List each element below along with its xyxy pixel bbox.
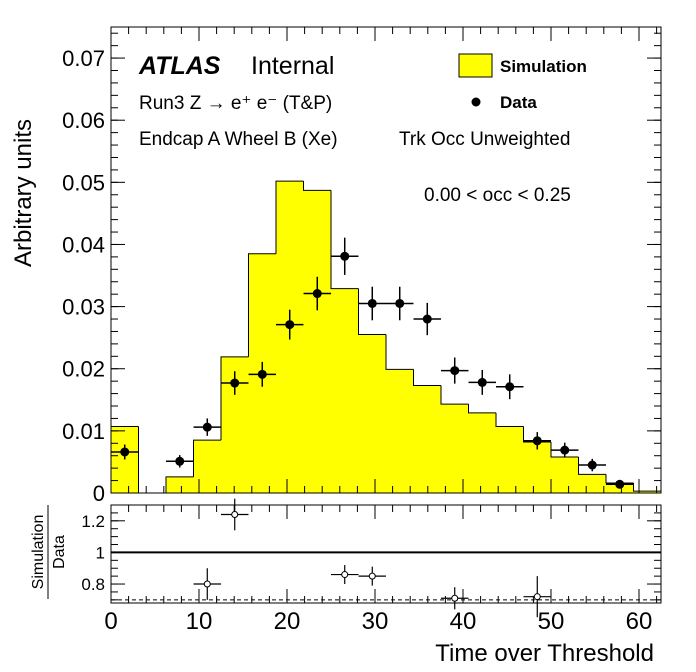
main-y-ticks: 0 0.01 0.02 0.03 0.04 0.05 0.06 0.07 <box>62 32 661 506</box>
x-tick-label: 40 <box>450 608 477 635</box>
weighting-label: Trk Occ Unweighted <box>399 129 570 150</box>
ratio-y-tick-label: 1.2 <box>81 512 105 531</box>
x-tick-label: 20 <box>274 608 301 635</box>
data-point-marker <box>587 460 597 470</box>
data-point <box>303 276 332 311</box>
data-point <box>220 371 249 395</box>
x-tick-label: 30 <box>362 608 389 635</box>
data-point <box>110 444 139 460</box>
ratio-y-tick-label: 1 <box>96 543 105 562</box>
ratio-point-marker <box>451 594 459 602</box>
ratio-point <box>220 498 249 531</box>
data-point-marker <box>615 479 625 489</box>
data-point-marker <box>120 447 130 457</box>
ratio-point <box>330 565 359 585</box>
data-point-marker <box>560 445 570 455</box>
data-point <box>330 237 359 275</box>
data-point-marker <box>175 456 185 466</box>
ratio-plot-frame <box>110 504 662 604</box>
data-point-marker <box>312 289 322 299</box>
ratio-point-marker <box>341 571 349 579</box>
data-point <box>495 374 524 400</box>
process-label: Run3 Z → e⁺ e⁻ (T&P) <box>139 93 332 114</box>
x-axis-label: Time over Threshold <box>435 640 654 667</box>
y-tick-label: 0 <box>93 481 105 506</box>
data-point <box>358 286 387 321</box>
data-point-marker <box>422 314 432 324</box>
data-point <box>523 432 552 450</box>
ratio-label-denominator: Data <box>51 535 68 569</box>
data-point-marker <box>230 378 240 388</box>
occupancy-range-label: 0.00 < occ < 0.25 <box>424 185 571 206</box>
ratio-plot <box>111 498 661 618</box>
data-point <box>440 357 469 384</box>
main-x-ticks <box>110 27 658 493</box>
data-point <box>550 442 579 458</box>
data-point <box>193 418 222 436</box>
data-point-marker <box>285 320 295 330</box>
data-point-marker <box>532 436 542 446</box>
ratio-x-ticks: 0 10 20 30 40 50 60 <box>104 505 658 635</box>
data-point <box>248 361 277 387</box>
data-point <box>605 479 634 489</box>
data-point-marker <box>340 251 350 261</box>
data-point-marker <box>505 382 515 392</box>
y-tick-label: 0.02 <box>62 357 105 382</box>
data-point <box>413 302 442 336</box>
data-point-marker <box>450 366 460 376</box>
y-axis-label: Arbitrary units <box>10 119 37 267</box>
ratio-y-axis-label: Simulation Data <box>30 505 68 599</box>
ratio-point-marker <box>203 580 211 588</box>
data-point-marker <box>367 298 377 308</box>
data-point <box>578 458 607 472</box>
ratio-y-tick-label: 0.8 <box>81 575 105 594</box>
x-tick-label: 50 <box>538 608 565 635</box>
legend: Simulation Data <box>458 53 587 112</box>
ratio-point <box>523 576 552 618</box>
data-point-marker <box>257 369 267 379</box>
main-plot <box>110 180 662 494</box>
y-tick-label: 0.01 <box>62 419 105 444</box>
legend-simulation-swatch <box>458 53 493 78</box>
y-tick-label: 0.04 <box>62 232 105 257</box>
atlas-label: ATLAS <box>138 52 221 80</box>
data-point-marker <box>477 377 487 387</box>
x-tick-label: 0 <box>104 608 117 635</box>
region-label: Endcap A Wheel B (Xe) <box>139 129 338 150</box>
y-tick-label: 0.03 <box>62 295 105 320</box>
data-point <box>385 286 414 321</box>
main-plot-frame <box>110 26 662 494</box>
data-point <box>468 369 497 395</box>
ratio-point-marker <box>368 572 376 580</box>
ratio-point-marker <box>533 593 541 601</box>
ratio-y-ticks: 0.8 1 1.2 <box>81 504 661 601</box>
y-tick-label: 0.07 <box>62 46 105 71</box>
atlas-status-label: Internal <box>251 52 334 80</box>
y-tick-label: 0.05 <box>62 170 105 195</box>
legend-data-marker <box>471 97 481 107</box>
data-point-marker <box>395 298 405 308</box>
ratio-point-marker <box>231 510 239 518</box>
data-point-marker <box>202 422 212 432</box>
ratio-point <box>193 568 222 600</box>
legend-data-label: Data <box>500 93 537 112</box>
ratio-point <box>358 566 387 586</box>
ratio-label-numerator: Simulation <box>30 515 47 590</box>
x-tick-label: 60 <box>626 608 653 635</box>
x-tick-label: 10 <box>186 608 213 635</box>
y-tick-label: 0.06 <box>62 108 105 133</box>
legend-simulation-label: Simulation <box>500 57 587 76</box>
data-point <box>275 309 304 340</box>
data-point <box>165 455 194 468</box>
